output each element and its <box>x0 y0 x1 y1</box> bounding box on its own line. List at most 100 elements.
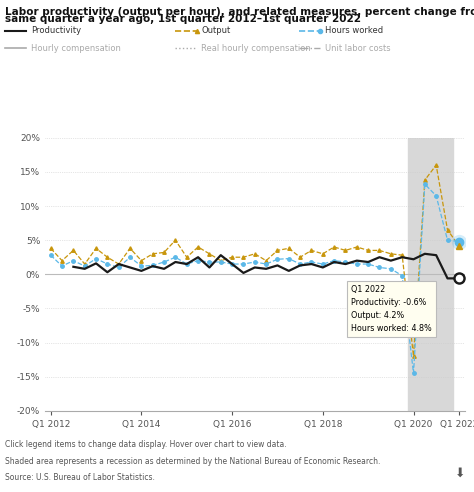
Productivity <box>422 251 428 257</box>
Output <box>274 247 280 253</box>
Output <box>388 251 394 257</box>
Hours worked <box>433 193 439 199</box>
Output <box>127 246 133 251</box>
Text: Unit labor costs: Unit labor costs <box>325 43 390 53</box>
Line: Productivity: Productivity <box>73 254 459 278</box>
Hours worked <box>105 261 110 267</box>
Hours worked <box>297 261 303 267</box>
Hours worked <box>365 261 371 267</box>
Productivity <box>173 259 178 265</box>
Output <box>105 254 110 260</box>
Productivity <box>274 262 280 268</box>
Productivity <box>218 252 224 258</box>
Hours worked <box>241 261 246 267</box>
Output <box>161 249 167 255</box>
Productivity <box>445 276 450 281</box>
Text: Hourly compensation: Hourly compensation <box>31 43 121 53</box>
Line: Hours worked: Hours worked <box>49 183 461 375</box>
Output <box>218 258 224 264</box>
Productivity <box>82 266 88 272</box>
Hours worked <box>173 254 178 260</box>
Productivity <box>377 254 383 260</box>
Output <box>433 162 439 168</box>
Text: Q1 2022
Productivity: -0.6%
Output: 4.2%
Hours worked: 4.8%: Q1 2022 Productivity: -0.6% Output: 4.2%… <box>351 284 432 333</box>
Output <box>116 261 121 267</box>
Output <box>138 258 144 264</box>
Hours worked <box>377 265 383 271</box>
Text: Shaded area represents a recession as determined by the National Bureau of Econo: Shaded area represents a recession as de… <box>5 457 380 465</box>
Hours worked <box>127 254 133 260</box>
Productivity <box>320 265 326 271</box>
Hours worked <box>229 261 235 267</box>
Output <box>263 258 269 264</box>
Hours worked <box>150 262 155 268</box>
Productivity <box>93 260 99 266</box>
Productivity <box>343 261 348 267</box>
Hours worked <box>116 265 121 271</box>
Productivity <box>388 258 394 264</box>
Productivity <box>229 261 235 267</box>
Output <box>184 254 190 260</box>
Output <box>297 254 303 260</box>
Productivity <box>410 256 416 262</box>
Productivity <box>297 262 303 268</box>
Output <box>82 261 88 267</box>
Productivity <box>286 268 292 274</box>
Productivity <box>105 269 110 275</box>
Output <box>173 237 178 243</box>
Productivity <box>207 265 212 271</box>
Output <box>93 246 99 251</box>
Hours worked <box>343 259 348 265</box>
Hours worked <box>218 259 224 265</box>
Bar <box>408 138 453 411</box>
Hours worked <box>207 259 212 265</box>
Output <box>445 227 450 233</box>
Text: same quarter a year ago, 1st quarter 2012–1st quarter 2022: same quarter a year ago, 1st quarter 201… <box>5 14 361 24</box>
Hours worked <box>445 237 450 243</box>
Hours worked <box>388 266 394 272</box>
Hours worked <box>184 261 190 267</box>
Hours worked <box>138 263 144 269</box>
Text: Hours worked: Hours worked <box>325 26 383 35</box>
Productivity <box>331 259 337 265</box>
Productivity <box>399 254 405 260</box>
Text: Output: Output <box>201 26 231 35</box>
Output <box>150 251 155 257</box>
Productivity <box>365 259 371 265</box>
Productivity <box>456 276 462 281</box>
Productivity <box>184 261 190 267</box>
Output <box>343 247 348 253</box>
Output <box>48 246 54 251</box>
Hours worked <box>161 259 167 265</box>
Productivity <box>161 266 167 272</box>
Hours worked <box>399 273 405 278</box>
Output <box>241 254 246 260</box>
Productivity <box>116 261 121 267</box>
Productivity <box>127 265 133 271</box>
Output <box>354 244 360 250</box>
Productivity <box>71 264 76 270</box>
Hours worked <box>71 258 76 264</box>
Line: Output: Output <box>49 163 461 358</box>
Hours worked <box>354 261 360 267</box>
Hours worked <box>286 256 292 262</box>
Productivity <box>309 261 314 267</box>
Output <box>207 251 212 257</box>
Hours worked <box>195 258 201 264</box>
Output <box>410 353 416 359</box>
Hours worked <box>422 181 428 187</box>
Hours worked <box>48 252 54 258</box>
Output <box>365 247 371 253</box>
Output <box>71 247 76 253</box>
Text: Click legend items to change data display. Hover over chart to view data.: Click legend items to change data displa… <box>5 440 286 449</box>
Hours worked <box>82 263 88 269</box>
Hours worked <box>320 261 326 267</box>
Productivity <box>263 266 269 272</box>
Hours worked <box>93 256 99 262</box>
Output <box>320 251 326 257</box>
Hours worked <box>410 370 416 376</box>
Productivity <box>138 268 144 274</box>
Text: Source: U.S. Bureau of Labor Statistics.: Source: U.S. Bureau of Labor Statistics. <box>5 473 155 482</box>
Productivity <box>433 252 439 258</box>
Hours worked <box>331 258 337 264</box>
